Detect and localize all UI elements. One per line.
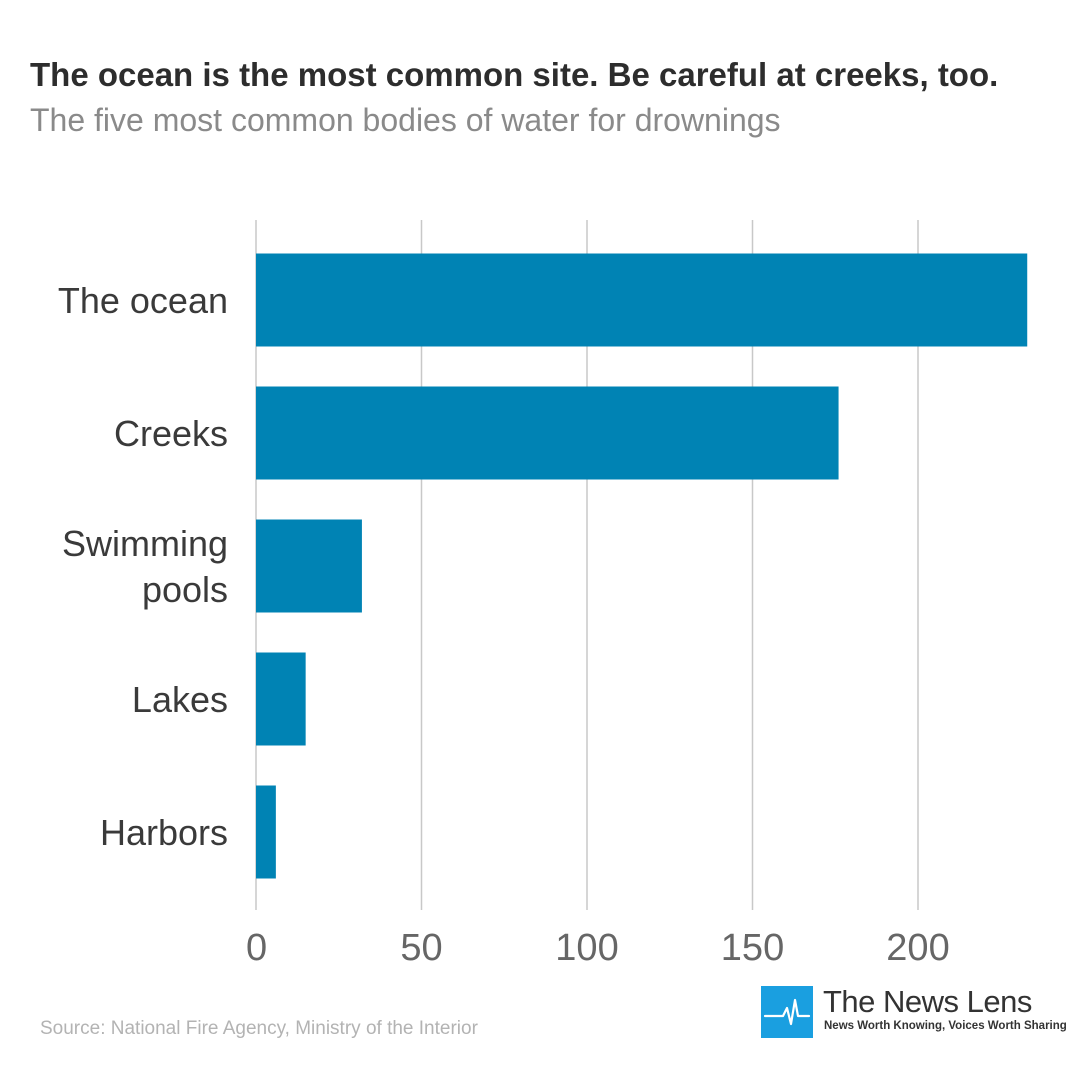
bar [256, 785, 276, 879]
x-tick-label: 150 [721, 927, 784, 969]
logo-name: The News Lens [823, 984, 1032, 1019]
logo-tagline: News Worth Knowing, Voices Worth Sharing [824, 1020, 1067, 1032]
bar [256, 386, 839, 480]
bars [256, 253, 1028, 879]
x-tick-label: 100 [555, 927, 618, 969]
x-tick-label: 50 [400, 927, 442, 969]
bar [256, 253, 1028, 347]
category-label: The ocean [58, 280, 228, 321]
bar [256, 519, 362, 613]
pulse-logo-icon [761, 986, 813, 1038]
category-label: Harbors [100, 812, 228, 853]
brand-logo: The News Lens News Worth Knowing, Voices… [761, 984, 1067, 1040]
x-tick-label: 0 [246, 927, 267, 969]
category-label: Swimming [62, 523, 228, 564]
category-label: Lakes [132, 679, 228, 720]
chart-subtitle: The five most common bodies of water for… [30, 102, 781, 138]
bar [256, 652, 306, 746]
x-tick-label: 200 [886, 927, 949, 969]
x-axis-ticks: 0 50 100 150 200 [246, 927, 950, 969]
category-label: pools [142, 569, 228, 610]
chart-title: The ocean is the most common site. Be ca… [30, 56, 999, 93]
source-note: Source: National Fire Agency, Ministry o… [40, 1018, 478, 1039]
category-label: Creeks [114, 413, 228, 454]
category-labels: The ocean Creeks Swimming pools Lakes Harbors [58, 280, 228, 853]
